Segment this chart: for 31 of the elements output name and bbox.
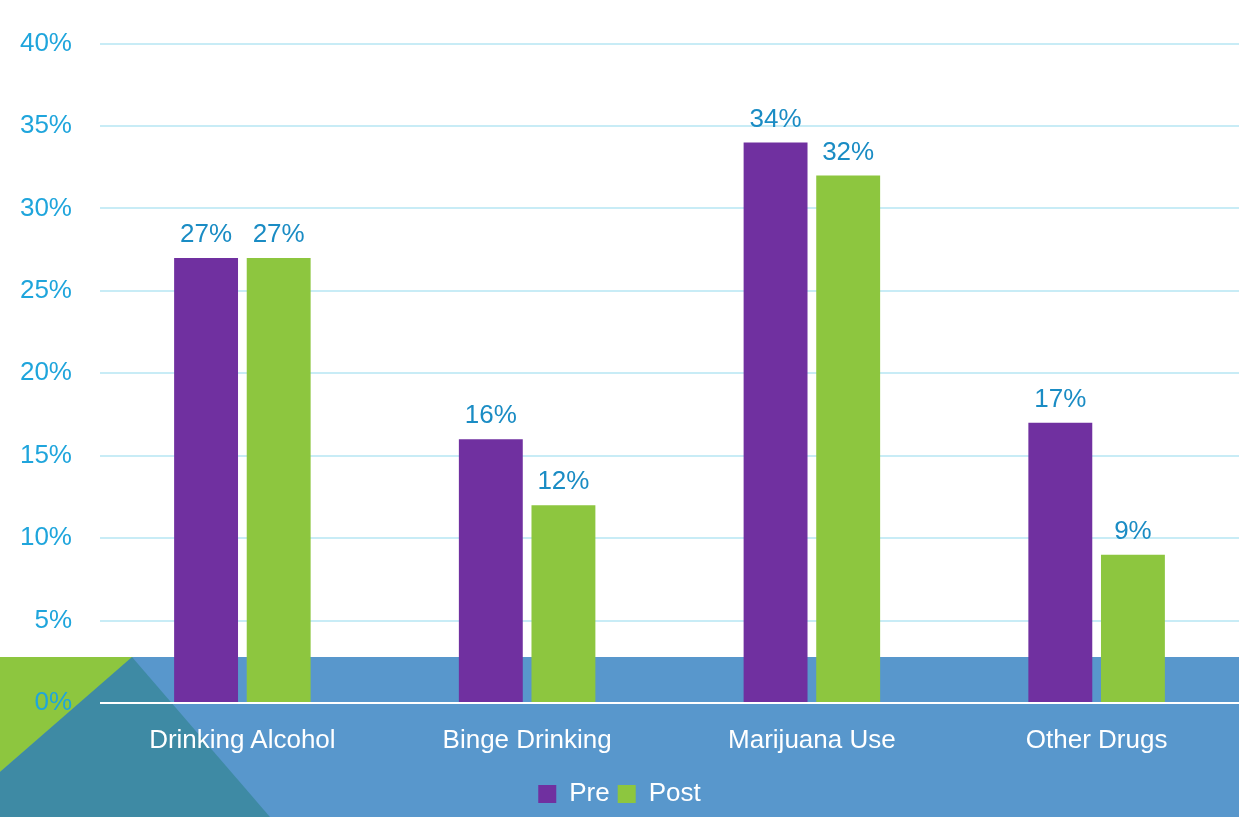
- x-tick-label: Other Drugs: [1025, 723, 1168, 754]
- y-tick-label: 40%: [19, 26, 72, 57]
- y-tick-label: 30%: [19, 191, 72, 222]
- bar: [743, 142, 808, 702]
- y-tick-label: 15%: [19, 438, 72, 469]
- y-tick-label: 20%: [19, 356, 72, 387]
- x-tick-label: Marijuana Use: [728, 723, 896, 754]
- x-tick-label: Drinking Alcohol: [149, 723, 336, 754]
- data-label: 12%: [537, 465, 590, 496]
- y-tick-label: 5%: [34, 603, 72, 634]
- bar: [816, 175, 881, 702]
- y-tick-label: 35%: [19, 109, 72, 140]
- data-label: 9%: [1114, 514, 1152, 545]
- bar: [246, 257, 311, 702]
- data-label: 17%: [1034, 382, 1087, 413]
- legend-label: Pre: [569, 777, 610, 808]
- bar: [1100, 554, 1165, 702]
- legend-label: Post: [648, 777, 702, 808]
- bar: [1028, 422, 1093, 702]
- data-label: 27%: [252, 218, 305, 249]
- data-label: 16%: [464, 399, 517, 430]
- data-label: 34%: [749, 102, 802, 133]
- bar: [531, 505, 596, 702]
- bar: [174, 257, 239, 702]
- y-tick-label: 25%: [19, 274, 72, 305]
- x-tick-label: Binge Drinking: [442, 723, 612, 754]
- y-tick-label: 10%: [19, 521, 72, 552]
- bar: [458, 439, 523, 702]
- data-label: 32%: [822, 135, 875, 166]
- data-label: 27%: [180, 218, 233, 249]
- y-tick-label: 0%: [34, 686, 72, 717]
